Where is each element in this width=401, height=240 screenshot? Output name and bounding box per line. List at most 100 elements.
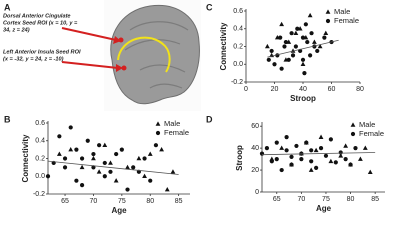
circle-marker — [153, 143, 159, 148]
y-tick-label: -0.2 — [33, 191, 45, 198]
x-tick-label: 65 — [273, 196, 281, 203]
circle-marker — [282, 44, 287, 49]
circle-marker — [309, 31, 314, 36]
circle-marker — [343, 156, 348, 162]
circle-marker — [259, 151, 265, 156]
circle-marker — [315, 48, 320, 54]
x-tick-label: 80 — [356, 86, 364, 93]
y-tick-label: 40 — [251, 145, 259, 152]
circle-marker — [314, 165, 319, 170]
trend-line — [267, 39, 339, 58]
arrow — [61, 27, 117, 41]
triangle-marker — [264, 43, 270, 49]
circle-marker — [303, 22, 308, 27]
triangle-marker — [308, 167, 314, 172]
x-tick-label: 65 — [61, 198, 69, 205]
x-tick-label: 40 — [299, 86, 307, 93]
x-tick-label: 75 — [322, 196, 330, 203]
circle-marker — [266, 57, 271, 62]
circle-marker — [294, 143, 299, 149]
circle-marker — [286, 57, 291, 62]
circle-marker — [289, 154, 294, 160]
legend-label: Male — [164, 119, 180, 128]
circle-marker — [299, 156, 304, 162]
y-tick-label: 0.6 — [233, 8, 243, 15]
circle-marker — [284, 135, 289, 140]
circle-marker — [304, 140, 309, 145]
legend-label: Female — [164, 128, 189, 137]
insula-roi — [121, 65, 127, 71]
legend-label: Female — [359, 129, 384, 138]
x-axis-title: Stroop — [290, 94, 316, 103]
annotation: (x = -32, y = 24, z = -10) — [3, 56, 64, 62]
brain-image — [104, 0, 201, 111]
triangle-marker — [170, 169, 176, 174]
triangle-marker — [338, 153, 344, 158]
x-tick-label: 80 — [347, 196, 355, 203]
x-tick-label: 80 — [146, 198, 154, 205]
brain-folds — [124, 21, 189, 89]
y-tick-label: 0.4 — [35, 138, 45, 145]
y-tick-label: 0.6 — [35, 120, 45, 127]
panel-label: C — [206, 2, 213, 12]
circle-marker — [308, 53, 313, 58]
arrows — [61, 27, 123, 72]
x-tick-label: 70 — [90, 198, 98, 205]
triangle-marker — [142, 173, 147, 179]
y-tick-label: 60 — [251, 123, 259, 130]
legend-label: Male — [359, 120, 375, 129]
circle-marker — [142, 156, 147, 161]
triangle-marker — [159, 147, 164, 152]
cingulate-arc — [117, 36, 171, 73]
circle-marker — [91, 151, 96, 157]
circle-marker — [305, 39, 310, 45]
circle-marker — [289, 31, 294, 36]
circle-marker — [353, 146, 358, 151]
triangle-marker — [102, 142, 108, 147]
circle-marker — [97, 143, 102, 148]
circle-marker — [85, 138, 90, 143]
circle-marker — [322, 35, 327, 40]
triangle-marker — [323, 30, 329, 35]
circle-marker — [279, 167, 284, 173]
circle-marker — [269, 48, 274, 54]
circle-marker — [57, 134, 62, 139]
circle-marker — [318, 146, 324, 151]
triangle-marker — [91, 155, 96, 161]
annotation: 34, z = 24) — [3, 27, 30, 33]
circle-marker — [264, 146, 270, 151]
circle-marker — [125, 187, 130, 192]
circle-marker — [45, 174, 51, 179]
circle-marker — [272, 62, 277, 67]
circle-marker — [289, 162, 294, 167]
annotation: Cortex Seed ROI (x = 10, y = — [3, 20, 78, 26]
x-axis-title: Age — [111, 206, 127, 215]
circle-marker — [338, 150, 343, 155]
x-tick-label: 85 — [175, 198, 183, 205]
circle-marker — [108, 169, 113, 174]
circle-marker — [323, 153, 329, 158]
y-tick-label: -0.2 — [231, 79, 243, 86]
circle-marker — [62, 165, 68, 170]
circle-marker — [300, 57, 306, 62]
trend-line — [261, 152, 376, 156]
triangle-marker — [147, 151, 153, 156]
x-tick-label: 85 — [371, 196, 379, 203]
circle-marker — [302, 71, 307, 76]
circle-marker — [79, 183, 85, 188]
circle-marker — [290, 53, 296, 58]
triangle-marker — [350, 122, 356, 127]
circle-marker — [155, 130, 161, 136]
triangle-marker — [164, 186, 170, 192]
circle-marker — [148, 178, 153, 183]
circle-marker — [62, 156, 68, 161]
triangle-marker — [279, 21, 285, 27]
x-axis-title: Age — [316, 204, 332, 213]
circle-marker — [300, 35, 306, 40]
y-tick-label: 0.0 — [35, 173, 45, 180]
triangle-marker — [367, 169, 373, 175]
triangle-marker — [96, 169, 102, 174]
arrow-head — [113, 36, 121, 44]
triangle-marker — [317, 43, 323, 49]
